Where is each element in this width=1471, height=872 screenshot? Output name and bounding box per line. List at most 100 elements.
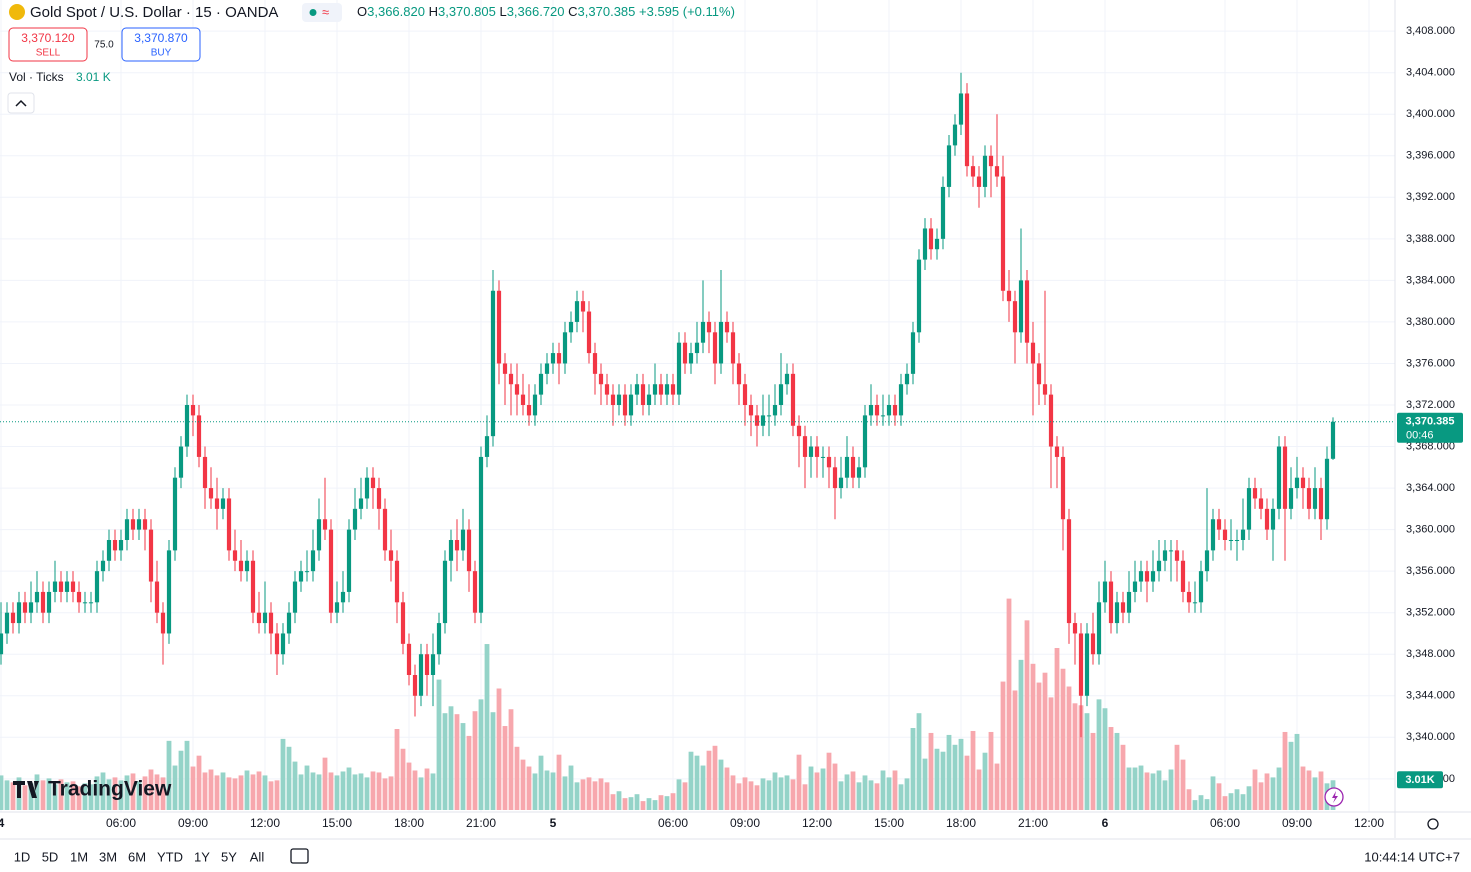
candle-body bbox=[826, 456, 832, 468]
candle-body bbox=[226, 498, 232, 551]
volume-bar bbox=[790, 779, 796, 810]
volume-bar bbox=[598, 778, 604, 810]
range-button[interactable]: 6M bbox=[128, 849, 146, 864]
volume-bar bbox=[1006, 598, 1012, 810]
x-tick-label: 4 bbox=[0, 816, 5, 830]
candle-body bbox=[1024, 280, 1030, 343]
volume-layer bbox=[0, 598, 1336, 810]
candle-body bbox=[604, 384, 610, 395]
candle-body bbox=[1090, 633, 1096, 655]
range-button[interactable]: 1Y bbox=[194, 849, 210, 864]
candle-body bbox=[442, 560, 448, 624]
volume-bar bbox=[772, 772, 778, 810]
candle-body bbox=[736, 363, 742, 385]
range-button[interactable]: YTD bbox=[157, 849, 183, 864]
candle-body bbox=[256, 612, 262, 624]
volume-bar bbox=[382, 778, 388, 810]
range-button[interactable]: All bbox=[250, 849, 265, 864]
candle-body bbox=[328, 529, 334, 613]
volume-bar bbox=[472, 711, 478, 810]
volume-bar bbox=[418, 777, 424, 810]
volume-bar bbox=[1312, 777, 1318, 810]
candle-body bbox=[250, 560, 256, 613]
candle-body bbox=[400, 602, 406, 644]
volume-bar bbox=[730, 775, 736, 810]
candle-body bbox=[412, 675, 418, 696]
volume-bar bbox=[808, 766, 814, 810]
candle-body bbox=[790, 373, 796, 426]
candle-body bbox=[1300, 477, 1306, 489]
volume-bar bbox=[766, 780, 772, 810]
alert-bolt bbox=[1332, 791, 1338, 803]
candle-body bbox=[880, 415, 886, 417]
candle-body bbox=[868, 405, 874, 416]
clock: 10:44:14 UTC+7 bbox=[1364, 849, 1460, 864]
volume-bar bbox=[268, 781, 274, 810]
candle-body bbox=[394, 560, 400, 603]
symbol-title[interactable]: Gold Spot / U.S. Dollar · 15 · OANDA bbox=[30, 4, 278, 21]
volume-bar bbox=[148, 769, 154, 810]
volume-bar bbox=[118, 780, 124, 810]
candle-body bbox=[1240, 529, 1246, 540]
volume-bar bbox=[316, 774, 322, 810]
date-range-icon[interactable] bbox=[290, 848, 309, 864]
volume-bar bbox=[346, 767, 352, 810]
sell-button[interactable] bbox=[8, 27, 88, 62]
volume-bar bbox=[124, 775, 130, 810]
volume-bar bbox=[796, 754, 802, 810]
range-button[interactable]: 3M bbox=[99, 849, 117, 864]
candle-body bbox=[1162, 550, 1168, 561]
ohlc-value: 3,370.805 bbox=[438, 4, 496, 19]
candle-body bbox=[1168, 550, 1174, 552]
candle-body bbox=[262, 612, 268, 624]
volume-bar bbox=[520, 759, 526, 810]
volume-bar bbox=[94, 776, 100, 810]
candle-body bbox=[1174, 550, 1180, 561]
candle-body bbox=[724, 321, 730, 333]
collapse-button[interactable] bbox=[7, 92, 35, 114]
volume-bar bbox=[688, 751, 694, 810]
status-badge[interactable] bbox=[302, 3, 342, 22]
volume-bar bbox=[484, 644, 490, 810]
volume-bar bbox=[1138, 765, 1144, 810]
candle-body bbox=[1156, 560, 1162, 572]
candle-body bbox=[1282, 446, 1288, 509]
logo-mark bbox=[13, 781, 39, 798]
x-tick-label: 12:00 bbox=[1354, 816, 1384, 830]
volume-bar bbox=[64, 782, 70, 810]
volume-bar bbox=[628, 797, 634, 810]
candle-layer bbox=[0, 72, 1336, 738]
buy-button[interactable] bbox=[121, 27, 201, 62]
candle-body bbox=[592, 353, 598, 374]
volume-bar bbox=[1288, 741, 1294, 810]
range-button[interactable]: 5D bbox=[42, 849, 59, 864]
candle-body bbox=[958, 93, 964, 125]
range-button[interactable]: 1M bbox=[70, 849, 88, 864]
volume-bar bbox=[538, 755, 544, 810]
x-tick-label: 12:00 bbox=[802, 816, 832, 830]
candle-body bbox=[40, 591, 46, 613]
volume-bar bbox=[862, 775, 868, 810]
candle-body bbox=[688, 353, 694, 364]
candle-body bbox=[568, 321, 574, 333]
ohlc-value: 3,366.720 bbox=[507, 4, 565, 19]
settings-icon[interactable] bbox=[1427, 818, 1439, 830]
candle-body bbox=[322, 519, 328, 530]
range-button[interactable]: 5Y bbox=[221, 849, 237, 864]
x-tick-label: 5 bbox=[550, 816, 557, 830]
candle-body bbox=[292, 581, 298, 613]
volume-bar bbox=[544, 770, 550, 810]
volume-bar bbox=[190, 766, 196, 810]
range-button[interactable]: 1D bbox=[14, 849, 31, 864]
candle-body bbox=[490, 290, 496, 437]
candle-body bbox=[580, 301, 586, 312]
candle-body bbox=[352, 508, 358, 530]
volume-bar bbox=[46, 778, 52, 810]
candle-body bbox=[922, 228, 928, 260]
volume-bar bbox=[40, 780, 46, 810]
volume-bar bbox=[1066, 686, 1072, 810]
candle-body bbox=[658, 384, 664, 395]
candle-body bbox=[202, 456, 208, 489]
candle-body bbox=[196, 415, 202, 457]
candle-body bbox=[418, 654, 424, 696]
